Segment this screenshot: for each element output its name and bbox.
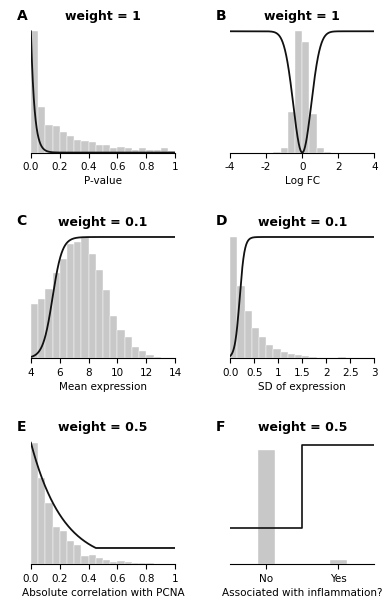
Bar <box>89 254 96 358</box>
Bar <box>45 503 52 564</box>
Bar <box>310 357 317 358</box>
Bar <box>310 114 317 152</box>
X-axis label: Mean expression: Mean expression <box>59 382 147 392</box>
Bar <box>139 351 146 358</box>
Bar <box>281 148 288 152</box>
Bar <box>273 349 281 358</box>
Bar <box>237 286 244 358</box>
Bar <box>132 150 139 152</box>
X-axis label: P-value: P-value <box>84 176 122 187</box>
Bar <box>252 328 259 358</box>
Bar <box>81 142 89 152</box>
Bar <box>230 237 237 358</box>
Bar <box>154 150 161 152</box>
X-axis label: Associated with inflammation?: Associated with inflammation? <box>222 588 383 598</box>
Bar <box>281 352 288 358</box>
Bar <box>139 148 146 152</box>
Bar <box>67 541 74 564</box>
Bar <box>257 449 275 564</box>
Bar <box>110 562 117 564</box>
Bar <box>125 337 132 358</box>
Bar <box>103 560 110 564</box>
Bar <box>81 237 89 358</box>
Bar <box>117 329 125 358</box>
X-axis label: Absolute correlation with PCNA: Absolute correlation with PCNA <box>22 588 185 598</box>
Bar <box>295 355 302 358</box>
Bar <box>52 273 60 358</box>
Bar <box>146 563 154 564</box>
Text: A: A <box>17 8 27 23</box>
Text: E: E <box>17 420 26 434</box>
Bar <box>317 148 324 152</box>
Text: F: F <box>216 420 225 434</box>
Bar <box>52 527 60 564</box>
Title: weight = 0.1: weight = 0.1 <box>257 215 347 229</box>
Bar <box>117 146 125 152</box>
Bar <box>60 531 67 564</box>
Bar <box>302 42 310 152</box>
Bar <box>110 148 117 152</box>
Bar <box>103 145 110 152</box>
Bar <box>295 31 302 152</box>
Bar <box>89 555 96 564</box>
Title: weight = 0.1: weight = 0.1 <box>58 215 148 229</box>
Bar <box>125 562 132 564</box>
Bar <box>52 126 60 152</box>
Bar <box>125 148 132 152</box>
Bar <box>244 311 252 358</box>
Bar <box>31 31 38 152</box>
Bar <box>259 337 266 358</box>
Bar <box>60 259 67 358</box>
Bar <box>110 316 117 358</box>
Bar <box>45 125 52 152</box>
X-axis label: Log FC: Log FC <box>285 176 320 187</box>
Bar <box>74 545 81 564</box>
Bar <box>31 304 38 358</box>
Bar <box>74 140 81 152</box>
Bar <box>288 354 295 358</box>
Bar <box>38 299 45 358</box>
Text: B: B <box>216 8 226 23</box>
Bar <box>161 148 168 152</box>
Text: D: D <box>216 214 227 228</box>
Bar <box>117 560 125 564</box>
Bar <box>168 151 175 152</box>
Title: weight = 1: weight = 1 <box>264 10 340 23</box>
Bar <box>103 290 110 358</box>
Title: weight = 1: weight = 1 <box>65 10 141 23</box>
Bar <box>67 136 74 152</box>
Bar <box>329 559 347 564</box>
Bar <box>288 112 295 152</box>
Bar <box>132 563 139 564</box>
Bar <box>132 347 139 358</box>
Bar <box>96 558 103 564</box>
Bar <box>67 244 74 358</box>
Bar <box>45 289 52 358</box>
Bar <box>266 345 273 358</box>
Bar <box>74 242 81 358</box>
Bar <box>89 142 96 152</box>
Bar <box>38 478 45 564</box>
Bar <box>146 149 154 152</box>
Bar <box>81 556 89 564</box>
Title: weight = 0.5: weight = 0.5 <box>257 421 347 434</box>
Bar <box>60 133 67 152</box>
Text: C: C <box>17 214 27 228</box>
Bar <box>38 107 45 152</box>
Bar <box>96 145 103 152</box>
Bar <box>146 355 154 358</box>
Bar <box>139 563 146 564</box>
Title: weight = 0.5: weight = 0.5 <box>58 421 148 434</box>
Bar <box>31 443 38 564</box>
Bar <box>96 271 103 358</box>
X-axis label: SD of expression: SD of expression <box>258 382 346 392</box>
Bar <box>302 356 310 358</box>
